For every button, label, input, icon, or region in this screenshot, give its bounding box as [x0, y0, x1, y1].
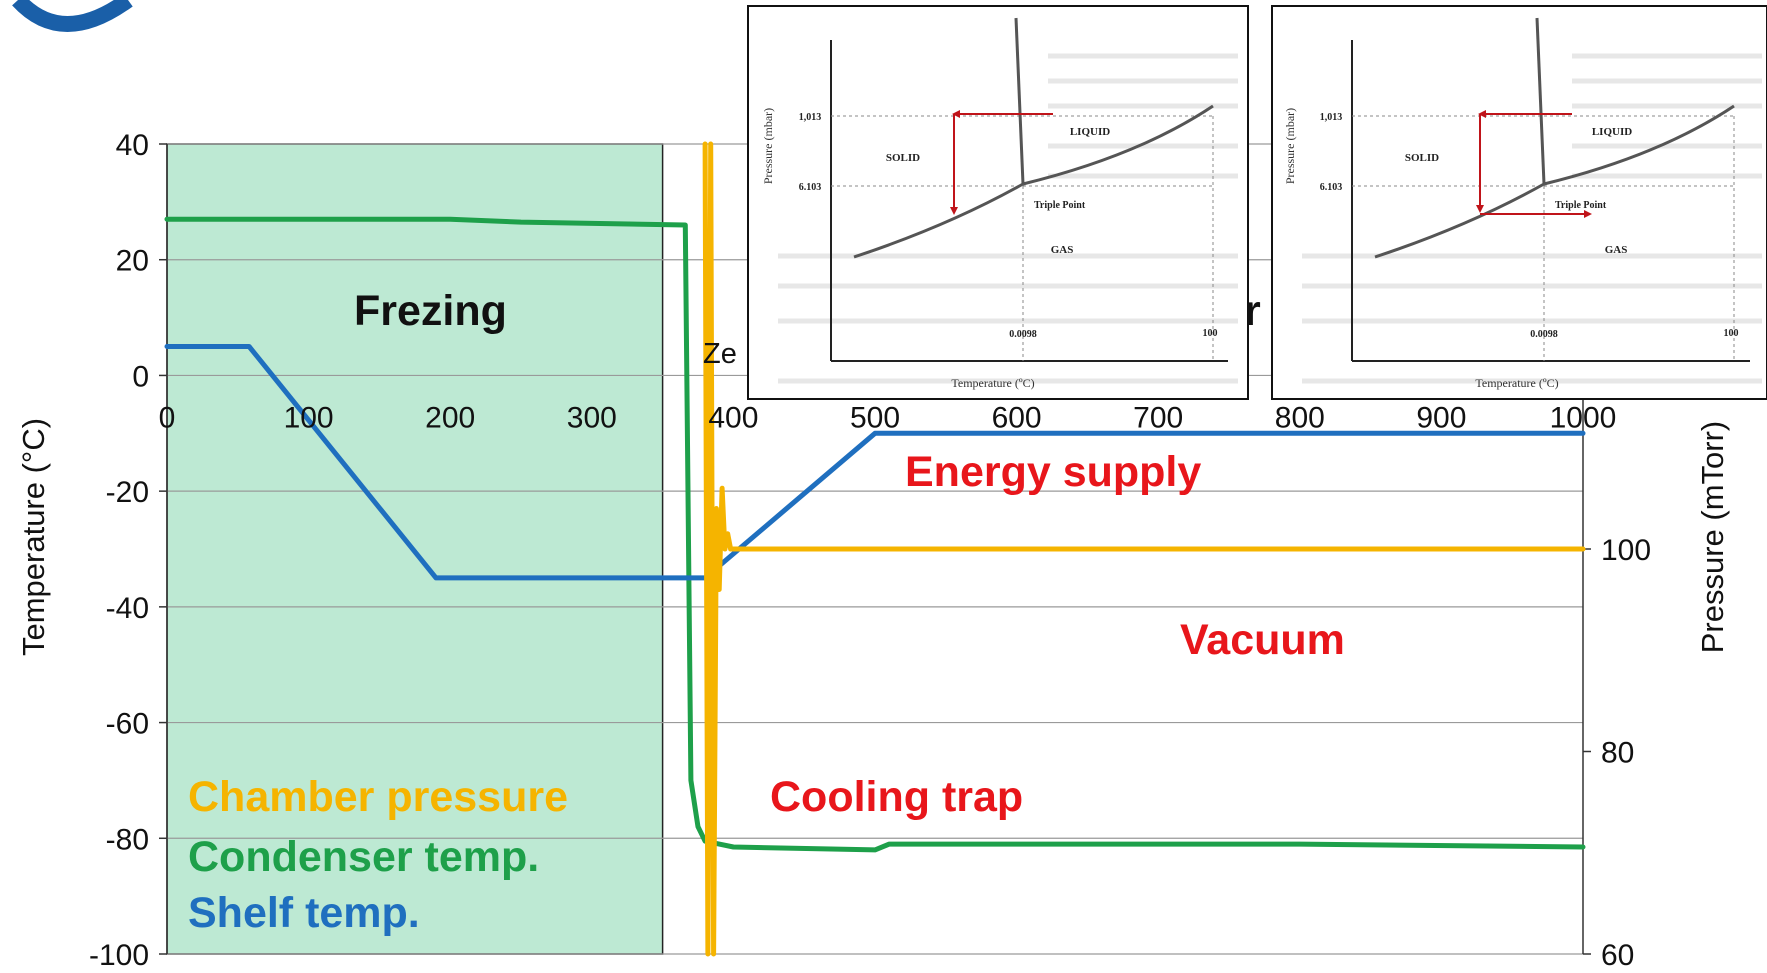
- inset-x-tick: 0.0098: [1009, 329, 1037, 340]
- inset-frame: [1271, 5, 1767, 400]
- x-tick-label: 900: [1416, 401, 1466, 434]
- inset-process-arrows: [950, 110, 1053, 215]
- series-line-shelf-temp: [164, 344, 1586, 581]
- fusion-curve: [1535, 17, 1546, 185]
- inset-region-gas: GAS: [1051, 244, 1074, 256]
- inset-triple-point-label: Triple Point: [1555, 200, 1607, 211]
- inset-region-gas: GAS: [1605, 244, 1628, 256]
- vaporization-curve: [1543, 104, 1735, 186]
- left-tick-labels: 40 20 0 -20 -40 -60 -80 -100: [89, 129, 149, 972]
- left-tick-label: 40: [116, 129, 149, 162]
- inset-y-label: Pressure (mbar): [761, 108, 775, 184]
- left-tick-label: -100: [89, 939, 149, 972]
- right-tick-label: 60: [1601, 939, 1634, 972]
- inset-x-label: Temperature (ºC): [951, 376, 1034, 390]
- x-tick-labels: 0 100 200 300 400 500 600 700 800 900 1000: [159, 401, 1617, 434]
- series-layer: [164, 141, 1586, 957]
- inset-region-liquid: LIQUID: [1070, 126, 1110, 138]
- inset-region-solid: SOLID: [886, 152, 920, 164]
- legend-item-chamber-pressure: Chamber pressure: [188, 773, 568, 821]
- x-tick-label: 200: [425, 401, 475, 434]
- vaporization-curve: [1022, 104, 1214, 186]
- x-tick-label: 100: [284, 401, 334, 434]
- series-line-chamber-pressure: [702, 141, 1586, 957]
- inset-x-tick: 100: [1724, 328, 1739, 339]
- inset-x-tick: 100: [1203, 328, 1218, 339]
- vacuum-label: Vacuum: [1180, 616, 1345, 664]
- right-axis-label: Pressure (mTorr): [1695, 421, 1730, 654]
- left-tick-label: -80: [106, 823, 149, 856]
- x-tick-label: 1000: [1550, 401, 1617, 434]
- inset-y-label: Pressure (mbar): [1283, 108, 1297, 184]
- sublimation-curve: [1374, 182, 1545, 259]
- inset-y-tick: 6.103: [1320, 182, 1343, 193]
- legend-item-shelf-temp: Shelf temp.: [188, 889, 420, 937]
- inset-y-tick: 1,013: [1320, 112, 1343, 123]
- x-tick-label: 500: [850, 401, 900, 434]
- x-tick-label: 0: [159, 401, 176, 434]
- logo-fragment: [12, 0, 133, 32]
- phase-diagram-inset-1: Pressure (mbar) Temperature (ºC) 1,013 6…: [747, 5, 1249, 400]
- sublimation-curve: [853, 182, 1024, 259]
- x-tick-label: 800: [1275, 401, 1325, 434]
- x-tick-label: 700: [1133, 401, 1183, 434]
- right-tick-label: 100: [1601, 534, 1651, 567]
- inset-region-liquid: LIQUID: [1592, 126, 1632, 138]
- energy-supply-label: Energy supply: [905, 448, 1201, 496]
- left-tick-label: 0: [132, 360, 149, 393]
- x-tick-label: 600: [992, 401, 1042, 434]
- fusion-curve: [1014, 17, 1025, 185]
- left-axis-label: Temperature (°C): [16, 418, 51, 656]
- phase-diagram-inset-2: Pressure (mbar) Temperature (ºC) 1,013 6…: [1271, 5, 1767, 400]
- x-tick-label: 300: [567, 401, 617, 434]
- left-tick-label: -40: [106, 592, 149, 625]
- right-tick-label: 80: [1601, 737, 1634, 770]
- inset-y-tick: 1,013: [799, 112, 822, 123]
- cooling-trap-label: Cooling trap: [770, 773, 1023, 821]
- inset-faded-text: [778, 53, 1238, 384]
- left-tick-label: -20: [106, 476, 149, 509]
- inset-frame: [747, 5, 1249, 400]
- inset-region-solid: SOLID: [1405, 152, 1439, 164]
- inset-y-tick: 6.103: [799, 182, 822, 193]
- x-tick-label: 400: [708, 401, 758, 434]
- inset-process-arrows: [1476, 110, 1592, 218]
- legend-item-condenser-temp: Condenser temp.: [188, 833, 539, 881]
- inset-x-label: Temperature (ºC): [1475, 376, 1558, 390]
- left-tick-label: 20: [116, 245, 149, 278]
- inset-triple-point-label: Triple Point: [1034, 200, 1086, 211]
- inset-x-tick: 0.0098: [1530, 329, 1558, 340]
- phase-label: Frezing: [354, 287, 507, 335]
- legend: Chamber pressure Condenser temp. Shelf t…: [188, 773, 568, 937]
- zero-label: Ze: [703, 338, 737, 370]
- left-tick-label: -60: [106, 708, 149, 741]
